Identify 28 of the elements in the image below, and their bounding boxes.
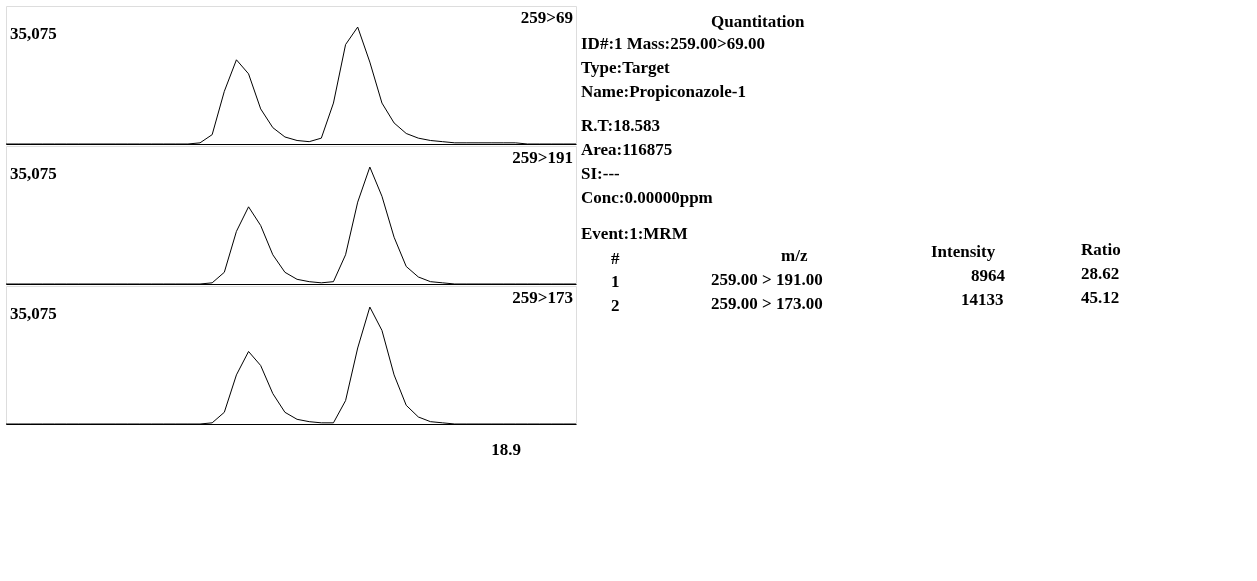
text: Quantitation — [711, 12, 806, 31]
text: R.T:18.583 — [581, 116, 661, 135]
text: Type:Target — [581, 58, 671, 77]
text: Conc:0.00000ppm — [581, 188, 713, 207]
text: 259.00 > 191.00 — [711, 270, 823, 289]
text: 18.9 — [491, 440, 521, 459]
text: Area:116875 — [581, 140, 673, 159]
text: # — [611, 249, 620, 268]
text: 1 — [611, 272, 620, 291]
text: ID#:1 Mass:259.00>69.00 — [581, 34, 765, 53]
text: 259>173 — [512, 288, 573, 307]
annotation: 35,075 — [10, 304, 57, 323]
text: Event:1:MRM — [581, 224, 688, 243]
text: Ratio — [1081, 240, 1121, 259]
text: 259.00 > 173.00 — [711, 294, 823, 313]
text: Name:Propiconazole-1 — [581, 82, 746, 101]
text: 28.62 — [1081, 264, 1120, 283]
text: 2 — [611, 296, 620, 315]
text: 259>69 — [520, 8, 573, 27]
text: Intensity — [931, 242, 996, 261]
annotation: 35,075 — [10, 24, 57, 43]
text: 8964 — [971, 266, 1006, 285]
text: 259>191 — [512, 148, 573, 167]
text: m/z — [781, 246, 808, 265]
annotation: 35,075 — [10, 164, 57, 183]
text: SI:--- — [581, 164, 621, 183]
text: 45.12 — [1081, 288, 1120, 307]
text: 14133 — [961, 290, 1004, 309]
